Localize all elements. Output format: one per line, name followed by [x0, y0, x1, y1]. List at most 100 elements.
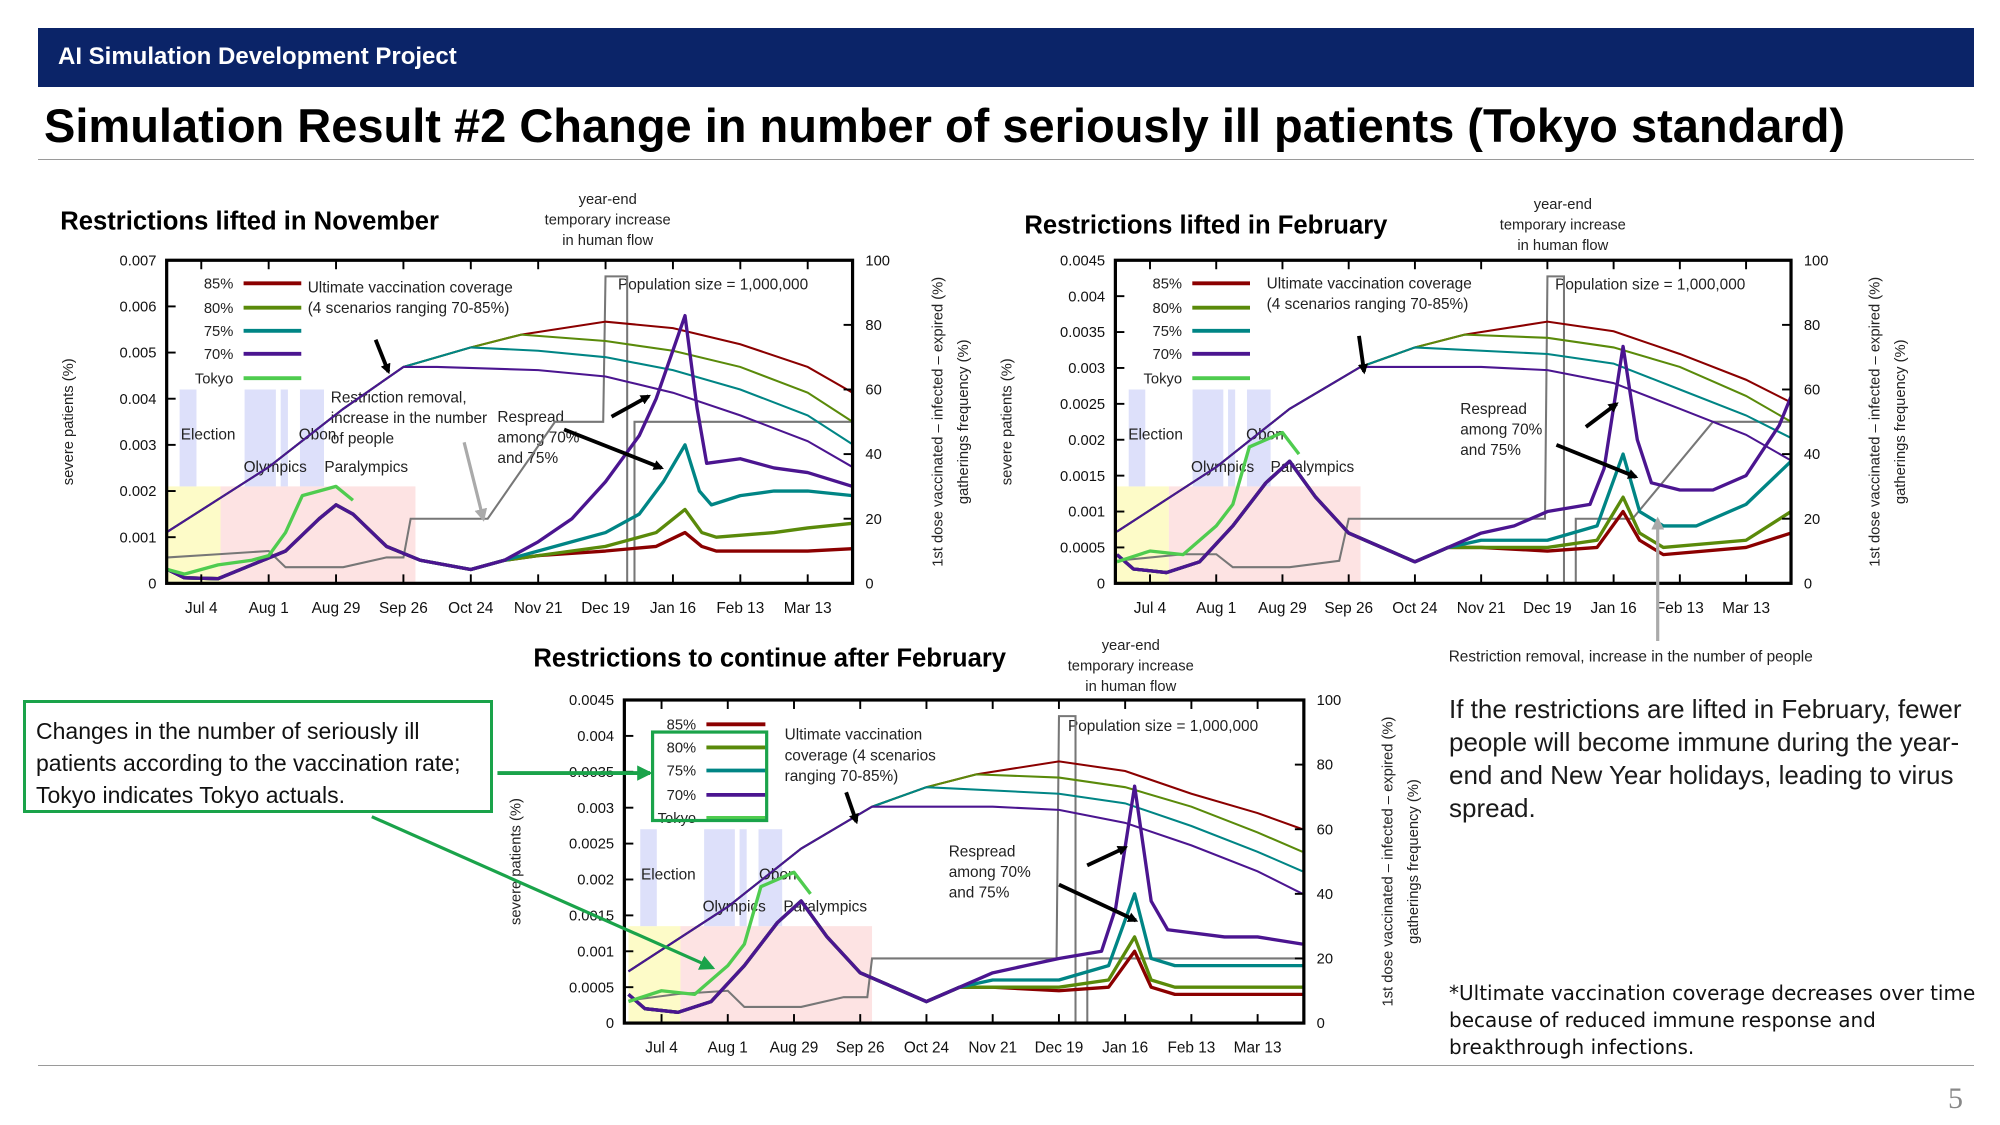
y2-tick-label: 60 [1804, 383, 1820, 399]
coverage-line-70 [627, 805, 1304, 973]
legend-label: Tokyo [1144, 371, 1183, 387]
x-tick-label: Dec 19 [1523, 600, 1572, 617]
plot-frame [622, 698, 1306, 1025]
annotation-restriction: Restriction removal, increase in the num… [1449, 649, 1813, 666]
annotation-year-end: in human flow [1517, 238, 1608, 254]
severe-line-75 [627, 892, 1303, 1014]
coverage-line-80 [1116, 333, 1792, 533]
x-tick-label: Nov 21 [514, 600, 563, 617]
y2-tick-label: 100 [1804, 253, 1829, 269]
event-band [1246, 389, 1271, 487]
arrow-icon [1357, 335, 1369, 375]
y-tick-label: 0.007 [120, 253, 157, 269]
annotation-olympics: Olympics [1191, 459, 1255, 476]
coverage-line-75 [167, 346, 854, 533]
callout-arrow-icon [371, 815, 716, 970]
y2-tick-label: 20 [1317, 952, 1333, 968]
y2-tick-label: 20 [1804, 512, 1820, 528]
x-tick-label: Mar 13 [1722, 600, 1770, 617]
y-tick-label: 0.0035 [569, 765, 614, 781]
y2-tick-label: 60 [1317, 822, 1333, 838]
annotation-year-end: year-end [579, 192, 637, 208]
y2-axis-label-gatherings: gatherings frequency (%) [1406, 779, 1422, 944]
chart-1: year-end temporary increase in human flow P… [60, 192, 972, 617]
legend-label: Tokyo [195, 371, 234, 387]
legend-label: 75% [204, 324, 233, 340]
y-tick-label: 0.0045 [569, 693, 614, 709]
y2-tick-label: 80 [1317, 758, 1333, 774]
severe-line-85 [166, 503, 853, 581]
footnote: *Ultimate vaccination coverage decreases… [1449, 981, 1976, 1059]
annotation-year-end: temporary increase [545, 212, 671, 228]
y2-axis-label-vaccinated: 1st dose vaccinated – infected – expired… [930, 277, 946, 567]
y-tick-label: 0.001 [577, 944, 614, 960]
y-tick-label: 0.0025 [569, 837, 614, 853]
annotation-respread: Respread [949, 843, 1016, 860]
plot-frame [1113, 258, 1793, 585]
x-tick-label: Feb 13 [1656, 600, 1704, 617]
gatherings-line [167, 275, 853, 585]
x-tick-label: Aug 29 [770, 1040, 819, 1057]
y-axis-label: severe patients (%) [61, 358, 77, 485]
event-band [244, 389, 276, 487]
legend-label: 70% [1153, 347, 1183, 363]
x-tick-label: Oct 24 [1392, 600, 1438, 617]
legend-caption: (4 scenarios ranging 70-85%) [308, 300, 510, 317]
event-band [299, 389, 325, 487]
annotation-respread: Respread [497, 409, 564, 426]
callout-box: Changes in the number of seriously ill p… [23, 700, 493, 813]
y2-tick-label: 0 [865, 576, 873, 592]
legend-caption: ranging 70-85%) [785, 768, 899, 785]
y-tick-label: 0.003 [577, 801, 614, 817]
annotation-paralympics: Paralympics [324, 459, 408, 476]
severe-line-75 [166, 443, 853, 581]
annotation-year-end: temporary increase [1068, 659, 1194, 675]
x-tick-label: Jan 16 [1591, 600, 1637, 617]
y-tick-label: 0.004 [1068, 289, 1105, 305]
y-axis-label: severe patients (%) [509, 798, 525, 925]
legend-label: 80% [667, 741, 697, 757]
annotation-paralympics: Paralympics [783, 899, 867, 916]
y-tick-label: 0.002 [577, 873, 614, 889]
legend-label: 70% [667, 788, 697, 804]
y-tick-label: 0.001 [120, 530, 157, 546]
x-tick-label: Oct 24 [448, 600, 494, 617]
event-band [280, 389, 288, 487]
y2-tick-label: 100 [1317, 693, 1342, 709]
legend-label: 80% [1153, 301, 1183, 317]
y-tick-label: 0.002 [120, 484, 157, 500]
x-tick-label: Jul 4 [185, 600, 218, 617]
legend-label: 80% [204, 301, 233, 317]
chart-title: Restrictions lifted in November [60, 207, 439, 235]
x-tick-label: Jul 4 [1134, 600, 1167, 617]
y-tick-label: 0.006 [120, 300, 157, 316]
chart-3: year-end temporary increase in human flow P… [509, 638, 1422, 1057]
y-tick-label: 0.001 [1068, 505, 1105, 521]
y-tick-label: 0.0045 [1060, 253, 1105, 269]
header-bar: AI Simulation Development Project [38, 28, 1974, 87]
arrow-icon [1584, 402, 1619, 429]
period-band [220, 486, 416, 584]
gatherings-line [628, 715, 1303, 1025]
y-tick-label: 0.0015 [1060, 469, 1105, 485]
x-tick-label: Oct 24 [904, 1040, 950, 1057]
x-tick-label: Aug 29 [312, 600, 361, 617]
annotation-population: Population size = 1,000,000 [618, 277, 808, 294]
y2-tick-label: 40 [865, 447, 881, 463]
y-tick-label: 0 [148, 576, 156, 592]
arrow-icon [1058, 882, 1139, 923]
arrow-icon [1555, 443, 1639, 479]
annotation-election: Election [641, 866, 696, 883]
y2-tick-label: 40 [1804, 447, 1820, 463]
annotation-restriction: Restriction removal, [331, 390, 467, 407]
x-tick-label: Jul 4 [645, 1040, 678, 1057]
event-band [758, 829, 783, 927]
event-band [1192, 389, 1224, 487]
severe-line-70 [166, 313, 854, 581]
footer-divider [38, 1065, 1974, 1066]
y2-tick-label: 100 [865, 253, 890, 269]
annotation-obon: Obon [1246, 427, 1284, 444]
annotation-respread: and 75% [1460, 442, 1521, 459]
